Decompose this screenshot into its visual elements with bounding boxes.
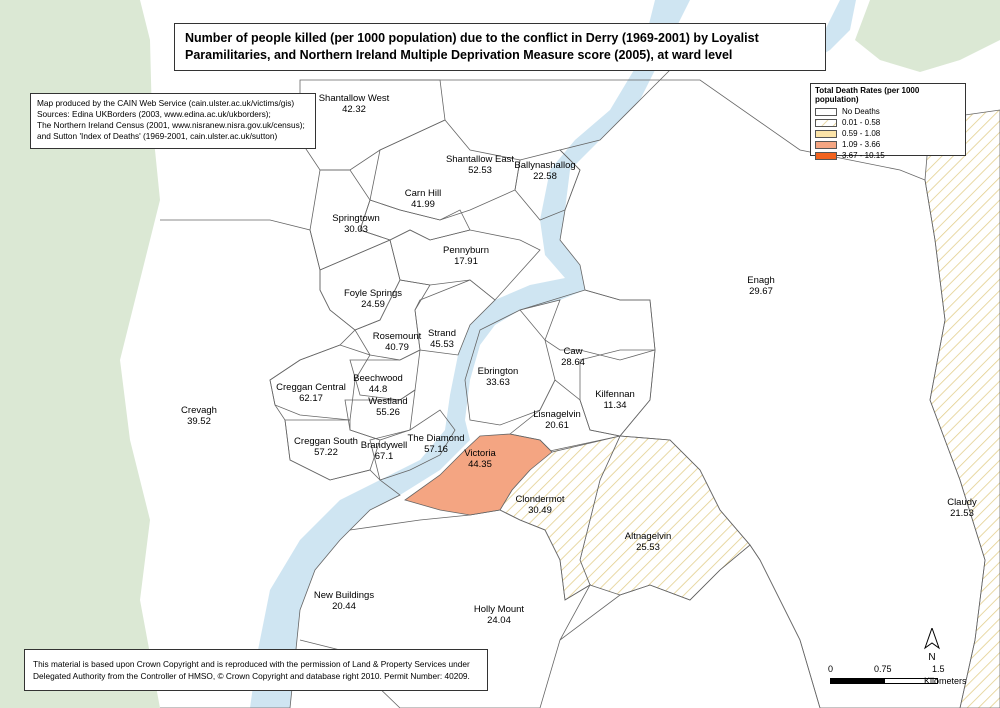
ward-label-the-diamond: The Diamond 57.16	[407, 433, 465, 455]
ward-label-springtown: Springtown 30.03	[332, 213, 380, 235]
ward-label-kilfennan: Kilfennan 11.34	[595, 389, 635, 411]
legend-label: No Deaths	[842, 107, 880, 116]
ward-label-carn-hill: Carn Hill 41.99	[404, 188, 442, 210]
ward-label-pennyburn: Pennyburn 17.91	[443, 245, 489, 267]
copyright-box: This material is based upon Crown Copyri…	[24, 649, 488, 691]
green-land-top-right	[855, 0, 1000, 72]
source-line: The Northern Ireland Census (2001, www.n…	[37, 120, 305, 130]
north-label: N	[928, 652, 935, 662]
copyright-line: This material is based upon Crown Copyri…	[33, 659, 470, 669]
legend-swatch	[815, 129, 837, 138]
ward-label-caw: Caw 28.64	[561, 346, 585, 368]
legend: Total Death Rates (per 1000 population) …	[810, 83, 966, 160]
legend-label: 1.09 - 3.66	[842, 140, 881, 149]
scale-label: 0	[828, 664, 834, 674]
ward-label-claudy: Claudy 21.53	[947, 497, 977, 519]
legend-swatch	[815, 140, 837, 149]
ward-label-foyle-springs: Foyle Springs 24.59	[343, 288, 403, 310]
green-land-region	[0, 0, 160, 708]
legend-swatch	[815, 107, 837, 116]
ward-label-lisnagelvin: Lisnagelvin 20.61	[533, 409, 581, 431]
copyright-line: Delegated Authority from the Controller …	[33, 671, 470, 681]
source-line: Map produced by the CAIN Web Service (ca…	[37, 98, 295, 108]
source-line: Sources: Edina UKBorders (2003, www.edin…	[37, 109, 271, 119]
ward-label-brandywell: Brandywell 67.1	[360, 440, 408, 462]
map-title: Number of people killed (per 1000 popula…	[174, 23, 826, 71]
ward-label-clondermot: Clondermot 30.49	[515, 494, 565, 516]
legend-item: 1.09 - 3.66	[815, 139, 961, 150]
scale-bar-graphic	[830, 678, 938, 684]
ward-label-shantallow-west: Shantallow West 42.32	[318, 93, 390, 115]
scale-label: 0.75	[874, 664, 892, 674]
source-info-box: Map produced by the CAIN Web Service (ca…	[30, 93, 316, 149]
ward-label-new-buildings: New Buildings 20.44	[313, 590, 375, 612]
ward-label-strand: Strand 45.53	[428, 328, 456, 350]
legend-item: 0.01 - 0.58	[815, 117, 961, 128]
ward-label-creggan-south: Creggan South 57.22	[294, 436, 358, 458]
ward-label-victoria: Victoria 44.35	[464, 448, 496, 470]
source-line: and Sutton 'Index of Deaths' (1969-2001,…	[37, 131, 278, 141]
legend-label: 3.67 - 10.15	[842, 151, 885, 160]
ward-label-rosemount: Rosemount 40.79	[372, 331, 422, 353]
legend-label: 0.01 - 0.58	[842, 118, 881, 127]
ward-label-crevagh: Crevagh 39.52	[181, 405, 217, 427]
scale-bar-segment	[831, 679, 885, 683]
scale-bar: 0 0.75 1.5 Kilometers	[828, 664, 978, 700]
ward-label-creggan-central: Creggan Central 62.17	[276, 382, 346, 404]
legend-item: No Deaths	[815, 106, 961, 117]
legend-item: 0.59 - 1.08	[815, 128, 961, 139]
legend-swatch	[815, 151, 837, 160]
legend-item: 3.67 - 10.15	[815, 150, 961, 161]
ward-label-westland: Westland 55.26	[368, 396, 408, 418]
ward-label-beechwood: Beechwood 44.8	[353, 373, 403, 395]
scale-unit: Kilometers	[924, 676, 967, 686]
north-arrow-icon: N	[924, 628, 940, 662]
ward-label-ballynashallog: Ballynashallog 22.58	[514, 160, 576, 182]
legend-swatch	[815, 118, 837, 127]
ward-label-enagh: Enagh 29.67	[747, 275, 775, 297]
ward-label-holly-mount: Holly Mount 24.04	[473, 604, 525, 626]
ward-label-shantallow-east: Shantallow East 52.53	[445, 154, 515, 176]
scale-label: 1.5	[932, 664, 945, 674]
ward-label-ebrington: Ebrington 33.63	[477, 366, 519, 388]
river-foyle	[250, 0, 690, 708]
legend-label: 0.59 - 1.08	[842, 129, 881, 138]
legend-title: Total Death Rates (per 1000 population)	[815, 86, 920, 104]
ward-label-altnagelvin: Altnagelvin 25.53	[624, 531, 672, 553]
